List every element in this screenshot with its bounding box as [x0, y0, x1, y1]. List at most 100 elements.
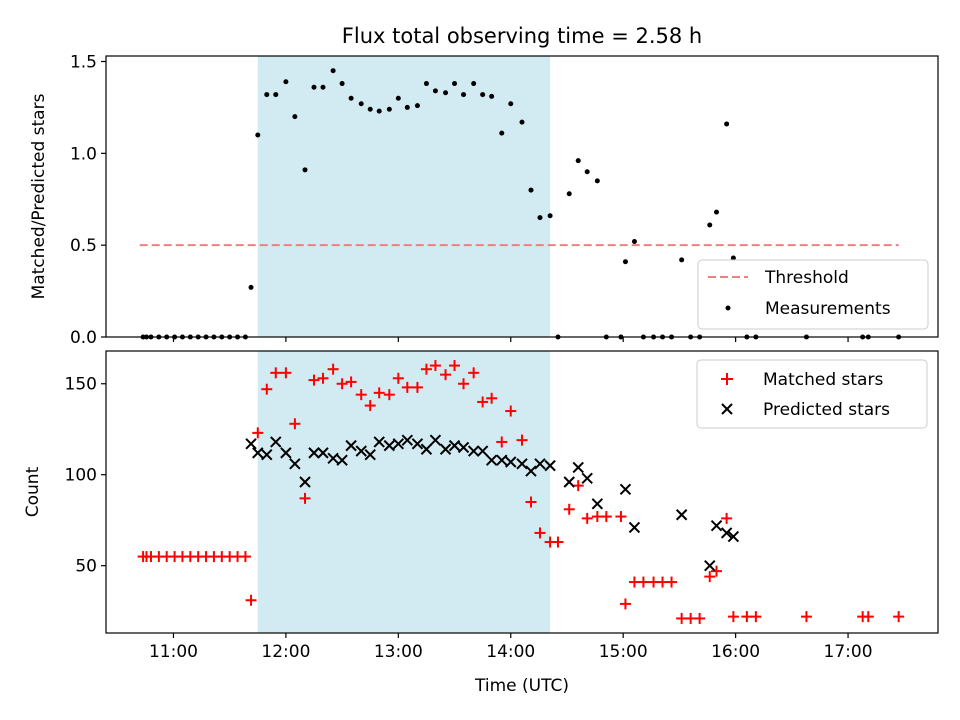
measurement-point — [631, 238, 637, 244]
measurement-point — [499, 130, 505, 136]
x-tick-label: 15:00 — [599, 642, 648, 662]
matched-star-point — [336, 378, 348, 390]
measurement-point — [566, 191, 572, 197]
predicted-star-point — [308, 447, 320, 459]
cross-stroke — [544, 459, 556, 472]
x-tick-label: 12:00 — [261, 642, 310, 662]
counts-layer — [137, 360, 905, 624]
cross-stroke — [534, 458, 546, 470]
matched-star-point — [364, 400, 376, 412]
matched-star-point — [581, 512, 593, 524]
cross-stroke — [261, 448, 273, 461]
measurements-legend-swatch — [725, 305, 731, 311]
matched-star-point — [345, 376, 357, 388]
matched-star-point — [711, 565, 723, 577]
cross-stroke — [516, 458, 528, 470]
measurement-point — [489, 93, 495, 99]
cross-stroke — [383, 439, 396, 452]
cross-stroke — [591, 498, 604, 510]
cross-stroke — [675, 509, 688, 521]
cross-stroke — [327, 452, 339, 465]
measurement-point — [679, 257, 685, 263]
matched-star-point — [694, 612, 706, 624]
cross-stroke — [420, 443, 433, 455]
predicted-star-point — [245, 438, 257, 450]
predicted-star-point — [496, 454, 508, 466]
measurement-point — [707, 222, 713, 228]
x-axis-label: Time (UTC) — [474, 676, 569, 696]
matched-star-point — [516, 434, 528, 446]
cross-stroke — [439, 443, 452, 455]
matched-star-point — [893, 611, 905, 623]
top-y-tick-label: 0.5 — [70, 236, 97, 256]
measurement-point — [273, 92, 279, 98]
measurements-legend-label: Measurements — [765, 299, 891, 319]
cross-stroke — [401, 434, 414, 446]
cross-stroke — [245, 438, 257, 450]
matched-star-point — [721, 512, 733, 524]
predicted-legend-swatch — [721, 403, 733, 415]
measurement-point — [537, 215, 543, 221]
cross-stroke — [727, 530, 740, 543]
predicted-star-point — [429, 434, 442, 446]
cross-stroke — [467, 445, 480, 457]
matched-star-point — [327, 363, 339, 375]
cross-stroke — [457, 441, 470, 454]
predicted-star-point — [516, 458, 528, 470]
cross-stroke — [581, 472, 593, 485]
matched-star-point — [486, 392, 498, 404]
measurement-point — [519, 119, 525, 125]
top-shaded-span-layer — [257, 56, 551, 337]
bottom-legend-box — [696, 359, 928, 429]
cross-stroke — [289, 458, 301, 470]
predicted-star-point — [336, 454, 348, 466]
measurement-point — [292, 114, 298, 120]
measurement-point — [320, 84, 326, 90]
measurement-point — [724, 121, 730, 127]
matched-star-point — [355, 389, 367, 401]
cross-stroke — [628, 521, 641, 534]
measurement-point — [404, 104, 410, 110]
x-tick-label: 13:00 — [374, 642, 423, 662]
matched-star-point — [525, 496, 537, 508]
x-tick-label: 14:00 — [486, 642, 535, 662]
cross-stroke — [429, 434, 442, 446]
matched-star-point — [600, 511, 612, 523]
matched-star-point — [449, 360, 461, 372]
matched-star-point — [429, 360, 441, 372]
top-y-axis: 0.0 0.5 1.0 1.5 — [70, 53, 106, 348]
predicted-star-point — [525, 465, 537, 477]
top-y-tick-label: 1.5 — [70, 53, 97, 73]
predicted-star-point — [591, 498, 604, 510]
matched-star-point — [458, 378, 470, 390]
cross-stroke — [345, 439, 357, 452]
predicted-star-point — [581, 472, 593, 485]
matched-star-point — [308, 374, 320, 386]
measurement-point — [730, 255, 736, 261]
cross-stroke — [280, 447, 292, 459]
predicted-star-point — [280, 447, 292, 459]
cross-stroke — [710, 519, 723, 532]
matched-star-point — [666, 576, 678, 588]
top-y-tick-label: 1.0 — [70, 144, 97, 164]
matched-legend-swatch — [721, 373, 733, 385]
predicted-star-point — [710, 519, 723, 532]
measurement-point — [414, 103, 420, 109]
predicted-star-point — [411, 438, 424, 450]
measurements-layer — [140, 68, 902, 340]
predicted-legend-label: Predicted stars — [763, 400, 890, 420]
measurement-point — [386, 106, 392, 112]
measurement-point — [622, 259, 628, 265]
matched-star-point — [245, 594, 257, 606]
matched-star-point — [440, 369, 452, 381]
predicted-star-point — [401, 434, 414, 446]
top-plot-frame — [105, 55, 939, 338]
measurement-point — [264, 92, 270, 98]
top-panel: 0.0 0.5 1.0 1.5 Matched/Predicted stars Thr… — [29, 53, 939, 348]
measurement-point — [255, 132, 261, 138]
chart-title: Flux total observing time = 2.58 h — [342, 24, 702, 48]
measurement-point — [594, 178, 600, 184]
predicted-star-point — [327, 452, 339, 465]
measurement-point — [311, 84, 317, 90]
